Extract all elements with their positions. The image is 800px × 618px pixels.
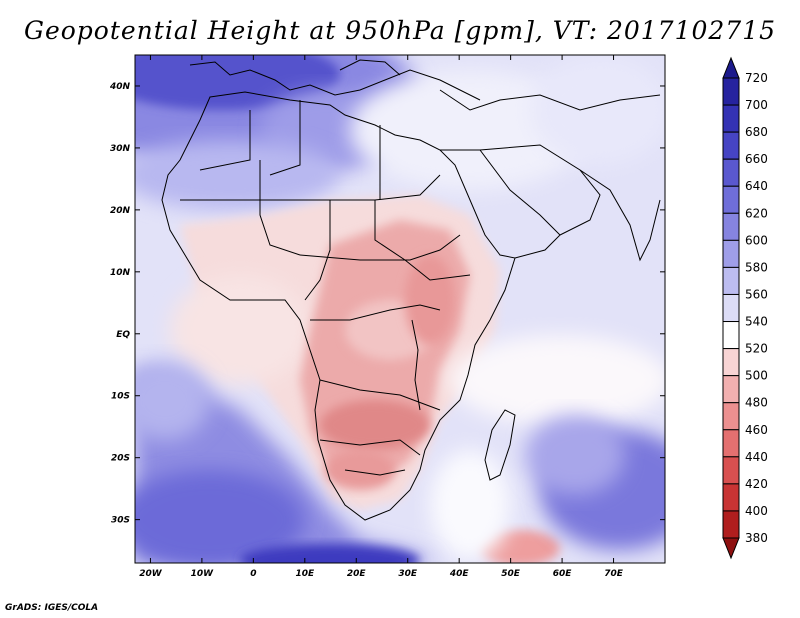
colorbar-swatch xyxy=(722,321,740,350)
colorbar-label: 520 xyxy=(745,342,768,356)
colorbar-label: 580 xyxy=(745,260,768,274)
lat-label: EQ xyxy=(116,330,130,340)
lat-label: 40N xyxy=(109,82,131,92)
colorbar-label: 500 xyxy=(745,369,768,383)
colorbar-label: 460 xyxy=(745,423,768,437)
map-title: Geopotential Height at 950hPa [gpm], VT:… xyxy=(23,16,777,45)
lat-label: 10S xyxy=(111,392,130,402)
lon-label: 10W xyxy=(191,569,215,579)
colorbar-swatch xyxy=(722,185,740,214)
colorbar-swatch xyxy=(722,212,740,241)
colorbar-swatch xyxy=(722,402,740,431)
colorbar-swatch xyxy=(722,456,740,485)
lat-label: 20N xyxy=(110,206,131,216)
lat-label: 30N xyxy=(110,144,131,154)
colorbar-swatch xyxy=(722,77,740,106)
colorbar-swatch xyxy=(722,429,740,458)
grads-credit: GrADS: IGES/COLA xyxy=(5,603,99,613)
colorbar-label: 640 xyxy=(745,179,768,193)
lat-label: 30S xyxy=(111,516,130,526)
lat-label: 10N xyxy=(110,268,131,278)
colorbar-swatch xyxy=(722,510,740,539)
colorbar-label: 440 xyxy=(745,450,768,464)
colorbar-top-triangle xyxy=(722,56,740,79)
height-field xyxy=(135,55,665,563)
colorbar-swatch xyxy=(722,131,740,160)
lon-label: 70E xyxy=(604,569,624,579)
colorbar-swatch xyxy=(722,375,740,404)
map-frame xyxy=(134,54,666,564)
lon-label: 20E xyxy=(347,569,367,579)
colorbar-swatch xyxy=(722,104,740,133)
colorbar-swatch xyxy=(722,483,740,512)
lat-label: 20S xyxy=(111,454,130,464)
lon-label: 10E xyxy=(295,569,315,579)
map-axes: 20W 10W 0 10E 20E 30E 40E 50E 60E 70E 40N 30N 20N 10N… xyxy=(109,55,665,579)
colorbar-label: 680 xyxy=(745,125,768,139)
colorbar-swatch xyxy=(722,348,740,377)
colorbar-label: 720 xyxy=(745,71,768,85)
colorbar: 720 700 680 660 640 620 600 580 560 540 520 500 480 4… xyxy=(722,56,768,560)
lon-label: 30E xyxy=(398,569,418,579)
colorbar-label: 540 xyxy=(745,315,768,329)
lon-label: 20W xyxy=(139,569,163,579)
colorbar-swatch xyxy=(722,266,740,295)
colorbar-swatch xyxy=(722,158,740,187)
colorbar-label: 400 xyxy=(745,504,768,518)
colorbar-bottom-triangle xyxy=(722,537,740,560)
colorbar-label: 480 xyxy=(745,396,768,410)
colorbar-swatch xyxy=(722,239,740,268)
colorbar-label: 420 xyxy=(745,477,768,491)
colorbar-label: 380 xyxy=(745,531,768,545)
lon-label: 40E xyxy=(449,569,470,579)
colorbar-label: 600 xyxy=(745,233,768,247)
colorbar-label: 700 xyxy=(745,98,768,112)
colorbar-swatch xyxy=(722,293,740,323)
colorbar-label: 660 xyxy=(745,152,768,166)
coastlines xyxy=(161,59,661,521)
lon-label: 0 xyxy=(250,569,256,579)
colorbar-label: 620 xyxy=(745,206,768,220)
lon-label: 50E xyxy=(501,569,521,579)
colorbar-label: 560 xyxy=(745,287,768,301)
lon-label: 60E xyxy=(553,569,573,579)
